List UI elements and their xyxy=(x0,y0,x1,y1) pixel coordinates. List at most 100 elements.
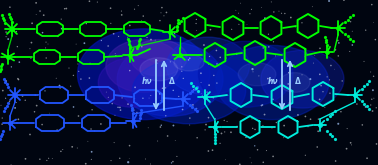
Point xyxy=(248,162,254,164)
Point xyxy=(134,111,140,114)
Point xyxy=(16,61,22,64)
Point xyxy=(213,49,219,52)
Point xyxy=(233,9,239,12)
Point xyxy=(155,62,161,65)
Point xyxy=(83,162,89,165)
Point xyxy=(125,103,131,105)
Point xyxy=(237,2,243,4)
Point xyxy=(262,113,268,116)
Point xyxy=(190,104,196,106)
Point xyxy=(208,28,214,31)
Point xyxy=(214,82,220,84)
Point xyxy=(158,99,164,102)
Point xyxy=(339,80,345,82)
Point xyxy=(174,155,180,158)
Point xyxy=(14,45,20,48)
Point xyxy=(194,107,200,110)
Point xyxy=(333,49,339,51)
Point xyxy=(46,112,53,115)
Point xyxy=(131,109,137,111)
Point xyxy=(210,96,216,99)
Point xyxy=(282,106,288,108)
Point xyxy=(211,74,217,77)
Point xyxy=(105,96,112,99)
Point xyxy=(158,12,164,14)
Point xyxy=(199,95,205,98)
Point xyxy=(198,81,204,84)
Point xyxy=(349,30,355,33)
Ellipse shape xyxy=(117,42,223,116)
Point xyxy=(214,63,220,65)
Point xyxy=(184,30,190,32)
Point xyxy=(20,95,26,97)
Ellipse shape xyxy=(140,58,178,81)
Point xyxy=(115,106,121,109)
Point xyxy=(270,155,276,158)
Point xyxy=(66,67,72,69)
Point xyxy=(372,38,378,41)
Point xyxy=(27,133,33,136)
Point xyxy=(86,77,92,79)
Point xyxy=(352,90,358,93)
Point xyxy=(154,59,160,62)
Point xyxy=(3,31,9,33)
Point xyxy=(57,84,63,87)
Point xyxy=(205,150,211,152)
Point xyxy=(39,123,45,126)
Point xyxy=(43,41,49,43)
Point xyxy=(14,30,20,33)
Point xyxy=(41,14,47,16)
Point xyxy=(198,72,204,75)
Point xyxy=(58,18,64,20)
Point xyxy=(308,118,314,121)
Point xyxy=(76,115,82,117)
Point xyxy=(199,92,205,95)
Point xyxy=(249,68,256,70)
Point xyxy=(338,110,344,113)
Point xyxy=(0,117,5,119)
Point xyxy=(108,22,114,25)
Point xyxy=(32,94,38,96)
Ellipse shape xyxy=(174,54,204,71)
Point xyxy=(371,97,377,99)
Point xyxy=(138,19,144,22)
Point xyxy=(27,47,33,50)
Point xyxy=(88,128,94,130)
Point xyxy=(262,17,268,19)
Point xyxy=(204,91,210,93)
Point xyxy=(126,157,132,160)
Point xyxy=(170,124,177,127)
Point xyxy=(252,128,258,131)
Point xyxy=(15,78,22,81)
Point xyxy=(0,89,6,92)
Point xyxy=(370,110,376,112)
Point xyxy=(320,90,326,93)
Point xyxy=(327,79,333,81)
Point xyxy=(3,80,9,82)
Point xyxy=(45,43,51,45)
Point xyxy=(324,118,330,121)
Point xyxy=(75,63,81,65)
Point xyxy=(273,121,279,124)
Point xyxy=(28,41,34,44)
Point xyxy=(109,102,115,105)
Ellipse shape xyxy=(280,73,310,92)
Point xyxy=(57,87,63,90)
Point xyxy=(322,104,328,106)
Ellipse shape xyxy=(261,50,344,108)
Point xyxy=(260,47,266,49)
Point xyxy=(201,44,207,46)
Point xyxy=(103,91,109,93)
Point xyxy=(134,102,140,105)
Point xyxy=(237,163,243,165)
Point xyxy=(105,45,111,47)
Point xyxy=(266,46,272,48)
Point xyxy=(49,157,55,160)
Point xyxy=(309,5,315,8)
Point xyxy=(288,16,294,19)
Point xyxy=(271,11,277,13)
Point xyxy=(335,55,341,57)
Point xyxy=(354,103,360,105)
Point xyxy=(341,0,347,1)
Point xyxy=(243,136,249,139)
